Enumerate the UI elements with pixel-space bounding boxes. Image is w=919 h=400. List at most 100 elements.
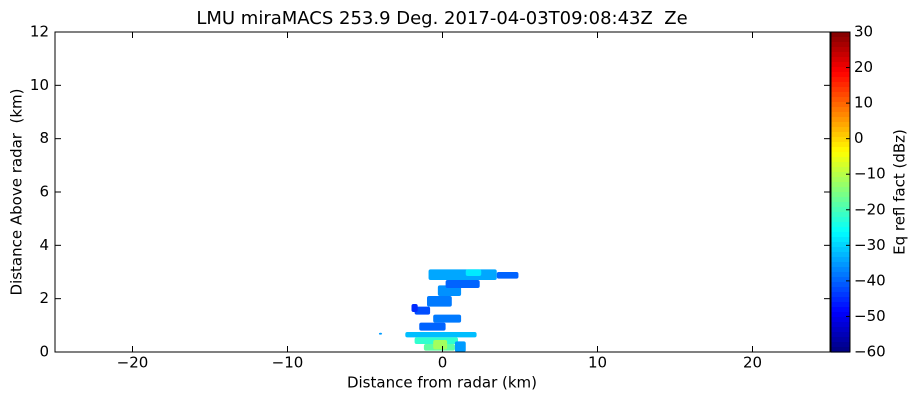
colorbar-swatch	[831, 277, 850, 283]
colorbar-swatch	[831, 342, 850, 348]
x-tick-label: 0	[438, 354, 448, 372]
colorbar-swatch	[831, 127, 850, 133]
colorbar-swatch	[831, 322, 850, 328]
colorbar-swatch	[831, 327, 850, 333]
colorbar-swatch	[831, 107, 850, 113]
colorbar-tick-label: −30	[854, 236, 886, 254]
colorbar-swatch	[831, 172, 850, 178]
colorbar-swatch	[831, 47, 850, 53]
colorbar-swatch	[831, 42, 850, 48]
y-tick-label: 6	[39, 183, 49, 201]
colorbar-swatch	[831, 232, 850, 238]
echo-cell	[496, 272, 519, 279]
colorbar-swatch	[831, 177, 850, 183]
colorbar-swatch	[831, 67, 850, 73]
colorbar-swatch	[831, 212, 850, 218]
echo-cell	[454, 341, 466, 352]
colorbar-swatch	[831, 137, 850, 143]
colorbar-swatch	[831, 242, 850, 248]
y-tick-label: 10	[30, 76, 49, 94]
echo-cell	[433, 314, 462, 323]
y-axis-label: Distance Above radar (km)	[8, 89, 26, 296]
colorbar-swatch	[831, 292, 850, 298]
colorbar-swatch	[831, 162, 850, 168]
colorbar-swatch	[831, 252, 850, 258]
colorbar-swatch	[831, 282, 850, 288]
colorbar-swatch	[831, 87, 850, 93]
colorbar-swatch	[831, 92, 850, 98]
colorbar-swatch	[831, 347, 850, 353]
echo-cell	[411, 304, 418, 312]
colorbar-tick-label: −20	[854, 200, 886, 218]
x-tick-label: −20	[117, 354, 149, 372]
colorbar-swatch	[831, 317, 850, 323]
colorbar-swatch	[831, 227, 850, 233]
y-tick-label: 8	[39, 129, 49, 147]
colorbar-swatch	[831, 337, 850, 343]
echo-cell	[428, 269, 497, 280]
echo-cell	[445, 280, 480, 288]
echo-cell	[433, 340, 448, 350]
echo-cell	[405, 332, 477, 338]
colorbar-frame	[830, 31, 851, 353]
colorbar-tick-label: −40	[854, 271, 886, 289]
colorbar-swatch	[831, 72, 850, 78]
chart-title: LMU miraMACS 253.9 Deg. 2017-04-03T09:08…	[196, 8, 687, 29]
colorbar-swatch	[831, 222, 850, 228]
x-tick-label: 20	[743, 354, 762, 372]
colorbar-swatch	[831, 132, 850, 138]
colorbar-swatch	[831, 257, 850, 263]
colorbar-swatch	[831, 312, 850, 318]
colorbar-swatch	[831, 102, 850, 108]
y-tick-label: 0	[39, 343, 49, 361]
colorbar-tick-label: −10	[854, 165, 886, 183]
colorbar-swatch	[831, 152, 850, 158]
colorbar-swatch	[831, 37, 850, 43]
colorbar-swatch	[831, 192, 850, 198]
colorbar-swatch	[831, 307, 850, 313]
colorbar-swatch	[831, 207, 850, 213]
colorbar-swatch	[831, 302, 850, 308]
colorbar-swatch	[831, 57, 850, 63]
colorbar-swatch	[831, 197, 850, 203]
colorbar-swatch	[831, 182, 850, 188]
colorbar-swatch	[831, 167, 850, 173]
echo-cell	[419, 322, 446, 331]
colorbar-swatch	[831, 112, 850, 118]
colorbar-tick-label: −60	[854, 343, 886, 361]
echo-cell	[465, 269, 482, 276]
colorbar-swatch	[831, 117, 850, 123]
colorbar-swatch	[831, 272, 850, 278]
colorbar-tick-label: 0	[854, 129, 864, 147]
colorbar-tick-label: 30	[854, 23, 873, 41]
colorbar-tick-label: 20	[854, 58, 873, 76]
colorbar-swatch	[831, 157, 850, 163]
y-tick-label: 12	[30, 23, 49, 41]
colorbar-label: Eq refl fact (dBz)	[891, 129, 909, 255]
x-axis-label: Distance from radar (km)	[347, 374, 537, 392]
colorbar-swatch	[831, 187, 850, 193]
colorbar-swatch	[831, 262, 850, 268]
colorbar-swatch	[831, 287, 850, 293]
echo-cell	[427, 296, 452, 307]
colorbar-swatch	[831, 237, 850, 243]
y-tick-label: 2	[39, 289, 49, 307]
colorbar-swatch	[831, 122, 850, 128]
colorbar-swatch	[831, 202, 850, 208]
y-tick-label: 4	[39, 236, 49, 254]
colorbar-swatch	[831, 82, 850, 88]
x-tick-label: −10	[272, 354, 304, 372]
colorbar-swatch	[831, 52, 850, 58]
colorbar-swatch	[831, 332, 850, 338]
echo-cell	[414, 306, 431, 315]
colorbar-swatch	[831, 77, 850, 83]
colorbar-tick-label: 10	[854, 94, 873, 112]
colorbar-tick-label: −50	[854, 307, 886, 325]
colorbar-swatch	[831, 267, 850, 273]
colorbar-swatch	[831, 217, 850, 223]
colorbar-swatch	[831, 247, 850, 253]
colorbar-swatch	[831, 97, 850, 103]
colorbar-swatch	[831, 62, 850, 68]
colorbar-swatch	[831, 297, 850, 303]
